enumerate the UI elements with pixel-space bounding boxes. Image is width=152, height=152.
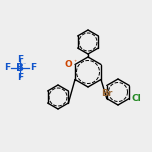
Text: F: F	[30, 64, 36, 73]
Text: ⁻: ⁻	[22, 63, 26, 68]
Text: ⁺: ⁺	[74, 59, 77, 64]
Text: F: F	[17, 55, 23, 64]
Text: Cl: Cl	[131, 94, 141, 103]
Text: O: O	[64, 60, 72, 69]
Text: F: F	[4, 64, 10, 73]
Text: Br: Br	[101, 88, 112, 97]
Text: F: F	[17, 73, 23, 81]
Text: B: B	[16, 63, 24, 73]
